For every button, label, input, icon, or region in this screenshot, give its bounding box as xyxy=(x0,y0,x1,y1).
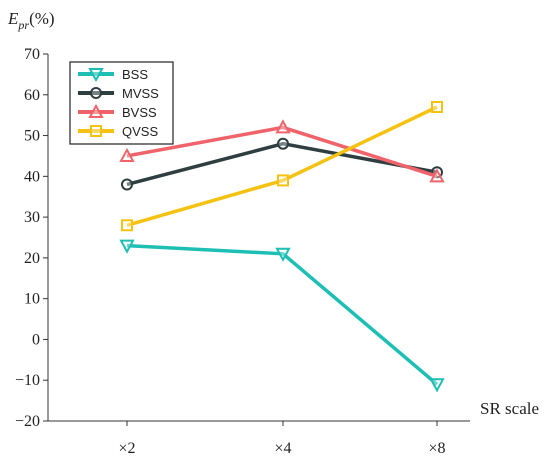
y-tick-label: 60 xyxy=(24,87,40,104)
y-tick-label: 10 xyxy=(24,291,40,308)
legend-marker-mvss xyxy=(90,87,102,99)
x-tick-label: ×8 xyxy=(428,440,445,457)
x-axis-title: SR scale xyxy=(480,399,539,418)
legend-item-bss: BSS xyxy=(78,67,148,83)
series-bvss-point xyxy=(119,147,135,162)
legend: BSS MVSS BVSS QVSS xyxy=(69,61,174,145)
series-bss-point xyxy=(275,247,291,262)
legend-item-bvss: BVSS xyxy=(78,103,157,120)
series-bvss-point xyxy=(275,119,291,134)
y-tick-label: 70 xyxy=(24,46,40,63)
series-qvss-point xyxy=(277,174,289,187)
legend-label-bss: BSS xyxy=(122,67,148,82)
series-mvss-line xyxy=(126,141,438,187)
series-bvss-line xyxy=(126,125,438,179)
y-tick-label: 50 xyxy=(24,128,40,145)
series-bss-point xyxy=(119,239,135,254)
legend-marker-bss xyxy=(88,68,104,83)
series-bss xyxy=(119,239,445,393)
series-qvss-point xyxy=(431,101,443,114)
series-qvss-line xyxy=(126,105,438,227)
y-axis-title: Epr(%) xyxy=(7,9,55,32)
y-axis-title-sub: pr xyxy=(17,18,29,32)
x-tick-label: ×4 xyxy=(274,440,291,457)
series-mvss-point xyxy=(277,137,289,150)
y-tick-label: 30 xyxy=(24,209,40,226)
legend-label-bvss: BVSS xyxy=(122,105,157,120)
x-tick-labels: ×2 ×4 ×8 xyxy=(118,440,445,457)
series-qvss xyxy=(121,101,443,232)
legend-label-qvss: QVSS xyxy=(122,124,158,139)
series-bss-line xyxy=(126,243,439,386)
legend-item-qvss: QVSS xyxy=(78,124,158,139)
legend-item-mvss: MVSS xyxy=(78,86,159,101)
x-tick-label: ×2 xyxy=(118,440,135,457)
series-layer xyxy=(119,101,445,393)
series-bvss-point xyxy=(429,168,445,183)
series-mvss-point xyxy=(121,178,133,191)
series-qvss-point xyxy=(121,219,133,232)
series-bvss xyxy=(119,119,445,183)
y-axis-title-main: E xyxy=(7,9,19,28)
legend-marker-bvss xyxy=(88,103,104,118)
axes xyxy=(43,53,470,426)
series-bss-point xyxy=(429,378,445,393)
y-tick-label: 40 xyxy=(24,168,40,185)
y-tick-label: −10 xyxy=(15,372,40,389)
y-tick-label: 20 xyxy=(24,250,40,267)
y-axis-title-unit: (%) xyxy=(29,9,54,28)
y-tick-labels: −20 −10 0 10 20 30 40 50 60 70 xyxy=(15,46,40,430)
y-tick-label: −20 xyxy=(15,413,40,430)
legend-label-mvss: MVSS xyxy=(122,86,159,101)
y-tick-label: 0 xyxy=(32,331,40,348)
legend-marker-qvss xyxy=(90,125,102,137)
